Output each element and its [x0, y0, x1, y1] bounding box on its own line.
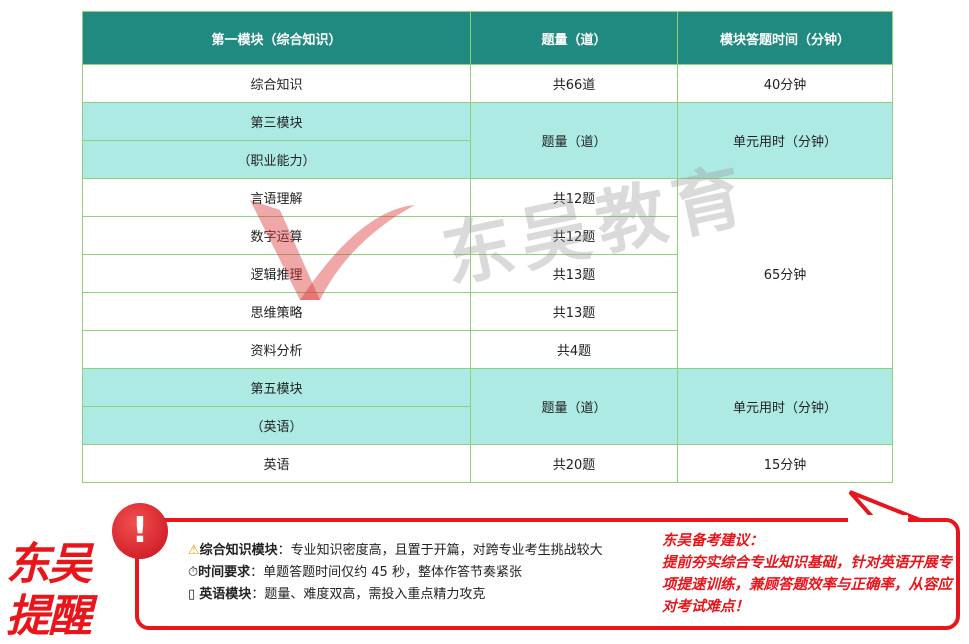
header-count: 题量（道） — [470, 11, 678, 65]
cell: （英语） — [82, 406, 471, 445]
cell: 15分钟 — [677, 444, 893, 483]
cell: 思维策略 — [82, 292, 471, 331]
table-row: 第五模块 题量（道） 单元用时（分钟） — [82, 368, 893, 445]
cell: 单元用时（分钟） — [677, 102, 893, 179]
table-row: 第三模块 题量（道） 单元用时（分钟） — [82, 102, 893, 179]
exam-structure-table: 第一模块（综合知识） 题量（道） 模块答题时间（分钟） 综合知识 共66道 40… — [82, 11, 893, 483]
tip-item: ▯ 英语模块：题量、难度双高，需投入重点精力攻克 — [188, 587, 486, 602]
cell: 英语 — [82, 444, 471, 483]
cell: 共12题 — [470, 178, 678, 217]
cell: 第五模块 — [82, 368, 471, 407]
cell: 数字运算 — [82, 216, 471, 255]
cell: 资料分析 — [82, 330, 471, 369]
reminder-title-1: 东吴 — [6, 539, 92, 590]
missing-glyph-icon: ▯ — [188, 587, 196, 602]
cell: 共12题 — [470, 216, 678, 255]
header-module: 第一模块（综合知识） — [82, 11, 471, 65]
advice-title: 东吴备考建议： — [662, 533, 764, 549]
cell: （职业能力） — [82, 140, 471, 179]
table-row: 综合知识 共66道 40分钟 — [82, 64, 893, 103]
advice: 东吴备考建议： 提前夯实综合专业知识基础，针对英语开展专项提速训练，兼顾答题效率… — [662, 530, 952, 618]
cell: 共20题 — [470, 444, 678, 483]
cell: 共66道 — [470, 64, 678, 103]
table-row: 英语 共20题 15分钟 — [82, 444, 893, 483]
cell: 共4题 — [470, 330, 678, 369]
cell: 言语理解 — [82, 178, 471, 217]
cell: 单元用时（分钟） — [677, 368, 893, 445]
reminder-title-2: 提醒 — [6, 591, 92, 642]
cell: 第三模块 — [82, 102, 471, 141]
tip-item: ⏱时间要求：单题答题时间仅约 45 秒，整体作答节奏紧张 — [188, 565, 522, 580]
reminder-callout — [135, 518, 960, 630]
tips-list: ⚠综合知识模块：专业知识密度高，且置于开篇，对跨专业考生挑战较大 ⏱时间要求：单… — [188, 540, 603, 606]
cell: 65分钟 — [677, 178, 893, 369]
exclamation-icon: ! — [112, 503, 168, 559]
cell: 题量（道） — [470, 102, 678, 179]
cell: 综合知识 — [82, 64, 471, 103]
stopwatch-icon: ⏱ — [188, 565, 199, 580]
cell: 共13题 — [470, 292, 678, 331]
cell: 40分钟 — [677, 64, 893, 103]
header-time: 模块答题时间（分钟） — [677, 11, 893, 65]
advice-text: 提前夯实综合专业知识基础，针对英语开展专项提速训练，兼顾答题效率与正确率，从容应… — [662, 555, 952, 615]
table-row: 言语理解 共12题 65分钟 — [82, 178, 893, 369]
cell: 共13题 — [470, 254, 678, 293]
cell: 逻辑推理 — [82, 254, 471, 293]
cell: 题量（道） — [470, 368, 678, 445]
warning-icon: ⚠ — [188, 543, 200, 558]
table-header: 第一模块（综合知识） 题量（道） 模块答题时间（分钟） — [82, 11, 893, 65]
tip-item: ⚠综合知识模块：专业知识密度高，且置于开篇，对跨专业考生挑战较大 — [188, 543, 603, 558]
